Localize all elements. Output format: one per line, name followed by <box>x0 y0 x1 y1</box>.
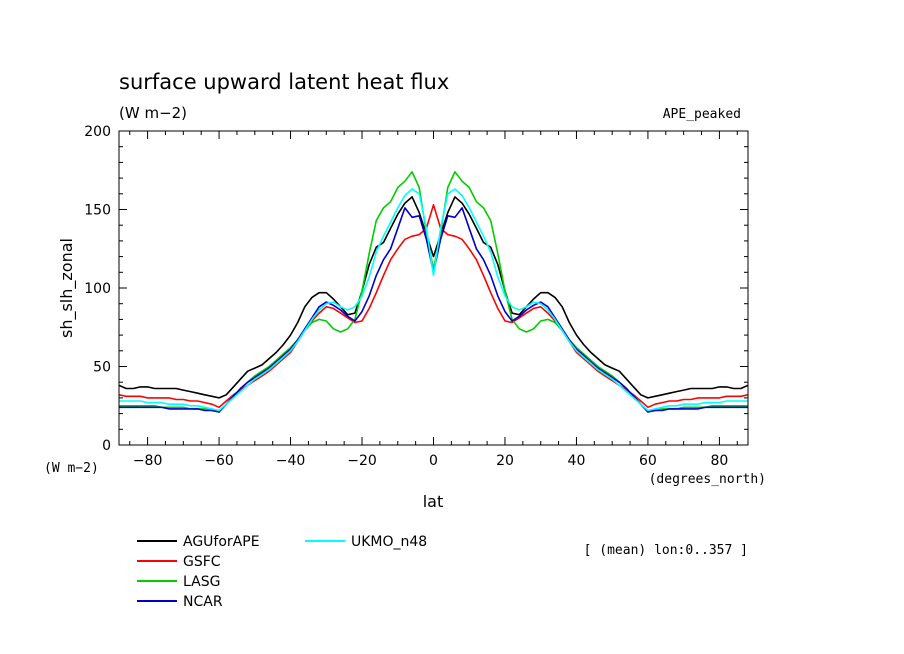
x-tick-label: −60 <box>204 453 234 469</box>
x-unit-label: (degrees_north) <box>649 472 766 487</box>
y-tick-label: 200 <box>84 124 111 140</box>
x-axis-label: lat <box>423 492 444 511</box>
legend-item: AGUforAPE <box>137 534 260 550</box>
legend-label: AGUforAPE <box>183 534 260 550</box>
lon-mean-note: [ (mean) lon:0..357 ] <box>584 543 748 558</box>
chart-title: surface upward latent heat flux <box>119 70 449 94</box>
chart-subtitle: (W m−2) <box>119 104 187 122</box>
y-tick-label: 0 <box>102 438 111 454</box>
y-tick-label: 150 <box>84 203 111 219</box>
legend: AGUforAPE GSFC LASG NCAR UKMO_n48 <box>137 534 427 610</box>
legend-label: UKMO_n48 <box>351 534 427 550</box>
x-tick-label: 60 <box>639 453 657 469</box>
x-tick-label: 20 <box>496 453 514 469</box>
legend-item: UKMO_n48 <box>305 534 427 550</box>
y-unit-label: (W m−2) <box>44 461 99 476</box>
legend-item: LASG <box>137 574 220 590</box>
legend-item: GSFC <box>137 554 221 570</box>
series-line-ncar <box>119 207 748 413</box>
axis-layer: −80 −60 −40 −20 0 20 40 60 80 0 50 100 150 200 <box>84 124 749 469</box>
y-axis-label: sh_slh_zonal <box>57 238 77 338</box>
legend-label: GSFC <box>183 554 221 570</box>
y-tick-label: 100 <box>84 281 111 297</box>
series-line-gsfc <box>118 204 749 409</box>
x-tick-label: −80 <box>133 453 163 469</box>
x-tick-label: −20 <box>347 453 377 469</box>
legend-label: NCAR <box>183 594 223 610</box>
series-line-aguforape <box>118 196 749 399</box>
experiment-label: APE_peaked <box>663 107 741 122</box>
x-tick-label: 40 <box>568 453 586 469</box>
plot-frame <box>118 130 749 446</box>
x-tick-label: −40 <box>276 453 306 469</box>
series-line-ukmo-n48 <box>119 188 748 412</box>
series-line-lasg <box>119 171 748 413</box>
legend-label: LASG <box>183 574 220 590</box>
series-layer <box>118 171 749 413</box>
x-tick-label: 80 <box>710 453 728 469</box>
legend-item: NCAR <box>137 594 223 610</box>
x-tick-label: 0 <box>429 453 438 469</box>
y-tick-label: 50 <box>93 360 111 376</box>
